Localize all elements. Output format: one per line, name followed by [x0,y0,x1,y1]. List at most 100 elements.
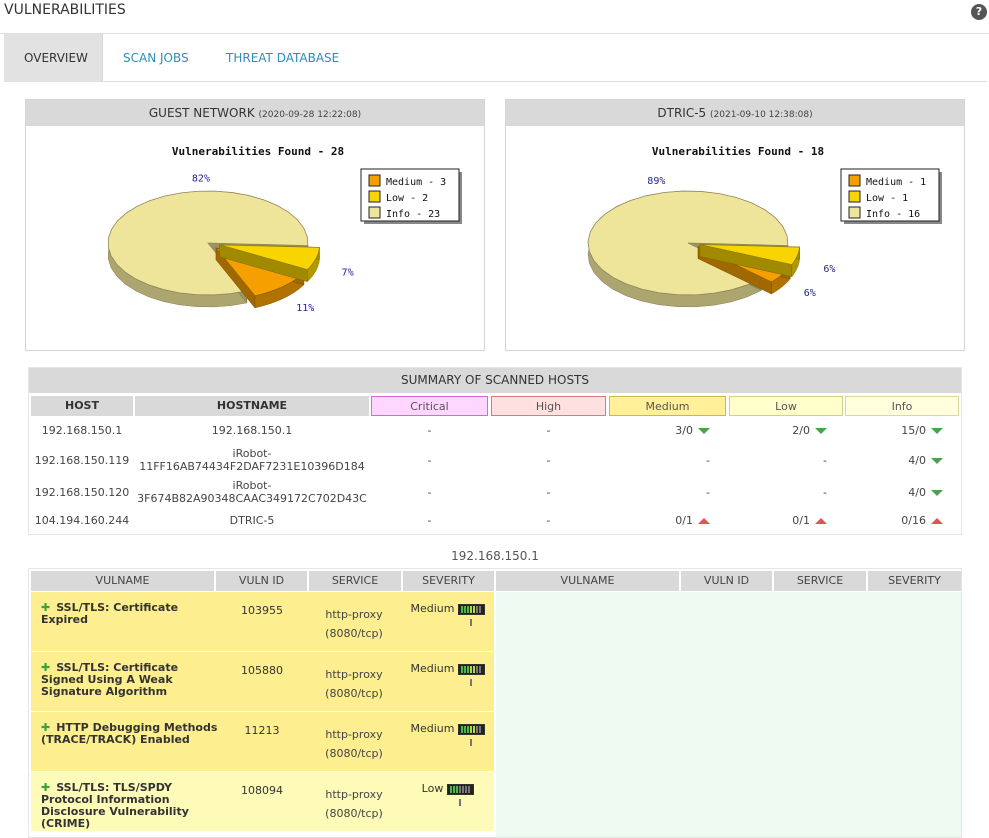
table-row[interactable]: 192.168.150.120 iRobot- 3F674B82A90348CAAC… [29,476,961,508]
table-row[interactable]: 192.168.150.1 192.168.150.1 - - 3/0 2/0 15/0 [29,420,961,441]
severity-meter-icon [458,663,486,686]
vuln-row[interactable]: ✚ HTTP Debugging Methods (TRACE/TRACK) En… [31,712,494,771]
panel-timestamp: (2020-09-28 12:22:08) [258,110,362,120]
severity-text: Medium [410,662,455,675]
chart-title: Vulnerabilities Found - 18 [652,145,824,158]
cell-medium: 3/0 [609,424,726,437]
vuln-service: http-proxy (8080/tcp) [309,725,399,763]
svg-text:Info - 16: Info - 16 [866,209,920,220]
table-row[interactable]: 192.168.150.119 iRobot- 11FF16AB74434F2DAF… [29,444,961,476]
col-header-hostname[interactable]: HOSTNAME [135,396,369,416]
tab-overview[interactable]: OVERVIEW [4,34,103,82]
cell-host: 192.168.150.120 [31,486,133,499]
col-header-medium[interactable]: Medium [609,396,726,416]
cell-value: - [427,513,432,527]
dtric-5-panel: DTRIC-5 (2021-09-10 12:38:08) Vulnerabil… [505,99,965,351]
tab-bar: OVERVIEW SCAN JOBS THREAT DATABASE [4,34,987,82]
summary-title: SUMMARY OF SCANNED HOSTS [29,368,961,393]
chart-legend: Medium - 1 Low - 1 Info - 16 [840,168,942,224]
cell-value: 192.168.150.1 [41,424,123,437]
tab-threat-database[interactable]: THREAT DATABASE [226,51,340,65]
col-header-vulname[interactable]: VULNAME [31,571,214,591]
col-header-service[interactable]: SERVICE [309,571,401,591]
vuln-name-text: SSL/TLS: Certificate Expired [41,601,179,626]
severity-meter-icon [458,603,486,626]
cell-host: 192.168.150.1 [31,424,133,437]
col-header-service-2[interactable]: SERVICE [774,571,866,591]
vuln-row[interactable]: ✚ SSL/TLS: Certificate Expired 103955 http-… [31,592,494,651]
service-line: http-proxy [325,668,383,681]
vuln-row[interactable]: ✚ SSL/TLS: Certificate Signed Using A Wea… [31,652,494,711]
col-header-low[interactable]: Low [729,396,843,416]
vuln-severity: Medium [403,722,493,746]
col-header-vuln-id-2[interactable]: VULN ID [681,571,772,591]
col-header-high[interactable]: High [491,396,606,416]
vuln-name[interactable]: ✚ SSL/TLS: TLS/SPDY Protocol Information … [41,782,221,830]
cell-critical: - [371,454,488,467]
legend-item-low: Low - 1 [848,190,908,204]
cell-high: - [491,454,606,467]
vuln-name[interactable]: ✚ SSL/TLS: Certificate Signed Using A Wea… [41,662,221,698]
table-row[interactable]: 104.194.160.244 DTRIC-5 - - 0/1 0/1 0/16 [29,508,961,532]
svg-text:Low - 2: Low - 2 [386,193,428,204]
expand-plus-icon[interactable]: ✚ [41,781,51,794]
cell-value: 192.168.150.119 [34,453,130,467]
cell-medium: 0/1 [609,514,726,527]
cell-value: - [427,424,432,437]
col-header-severity[interactable]: SEVERITY [403,571,494,591]
cell-value: - [706,453,710,467]
service-line: (8080/tcp) [325,807,383,820]
vuln-name[interactable]: ✚ HTTP Debugging Methods (TRACE/TRACK) En… [41,722,221,746]
cell-low: - [729,486,843,499]
cell-value: - [546,513,551,527]
percent-label-medium: 11% [296,303,314,314]
col-header-host[interactable]: HOST [31,396,133,416]
panel-header: GUEST NETWORK (2020-09-28 12:22:08) [26,100,484,126]
cell-value: 0/16 [901,513,926,527]
service-line: (8080/tcp) [325,687,383,700]
cell-value: 4/0 [908,485,926,499]
trend-down-icon [698,428,710,434]
percent-label-medium: 6% [804,288,816,299]
svg-text:Info - 23: Info - 23 [386,209,440,220]
col-header-critical[interactable]: Critical [371,396,488,416]
col-header-vuln-id[interactable]: VULN ID [216,571,307,591]
cell-high: - [491,514,606,527]
svg-text:Medium - 3: Medium - 3 [386,177,446,188]
help-icon[interactable]: ? [971,4,987,20]
page-title: VULNERABILITIES [4,2,126,18]
panel-header: DTRIC-5 (2021-09-10 12:38:08) [506,100,964,126]
service-line: http-proxy [325,788,383,801]
cell-value: - [823,453,827,467]
cell-value: 192.168.150.120 [34,485,130,499]
cell-value: - [427,453,432,467]
cell-hostname: 192.168.150.1 [135,424,369,437]
percent-label-low: 6% [823,264,835,275]
expand-plus-icon[interactable]: ✚ [41,721,51,734]
vuln-name[interactable]: ✚ SSL/TLS: Certificate Expired [41,602,221,626]
cell-info: 4/0 [845,486,959,499]
cell-hostname: iRobot- 11FF16AB74434F2DAF7231E10396D184 [135,447,369,473]
cell-low: - [729,454,843,467]
vuln-row[interactable]: ✚ SSL/TLS: TLS/SPDY Protocol Information … [31,772,494,831]
cell-hostname: DTRIC-5 [135,514,369,527]
tab-scan-jobs[interactable]: SCAN JOBS [123,51,189,65]
scanned-hosts-summary: SUMMARY OF SCANNED HOSTS HOST HOSTNAME C… [28,367,962,535]
cell-low: 0/1 [729,514,843,527]
severity-text: Medium [410,722,455,735]
col-header-severity-2[interactable]: SEVERITY [868,571,961,591]
cell-value: - [823,485,827,499]
col-header-info[interactable]: Info [845,396,959,416]
vuln-name-text: SSL/TLS: Certificate Signed Using A Weak… [41,661,179,698]
service-line: (8080/tcp) [325,747,383,760]
cell-value: 3/0 [675,424,693,437]
cell-critical: - [371,486,488,499]
service-line: http-proxy [325,608,383,621]
hostname-line: 192.168.150.1 [211,424,293,437]
col-header-vulname-2[interactable]: VULNAME [496,571,679,591]
pie-slice-low [699,244,801,278]
vuln-id: 108094 [241,784,283,797]
expand-plus-icon[interactable]: ✚ [41,661,51,674]
expand-plus-icon[interactable]: ✚ [41,601,51,614]
trend-up-icon [698,517,710,524]
